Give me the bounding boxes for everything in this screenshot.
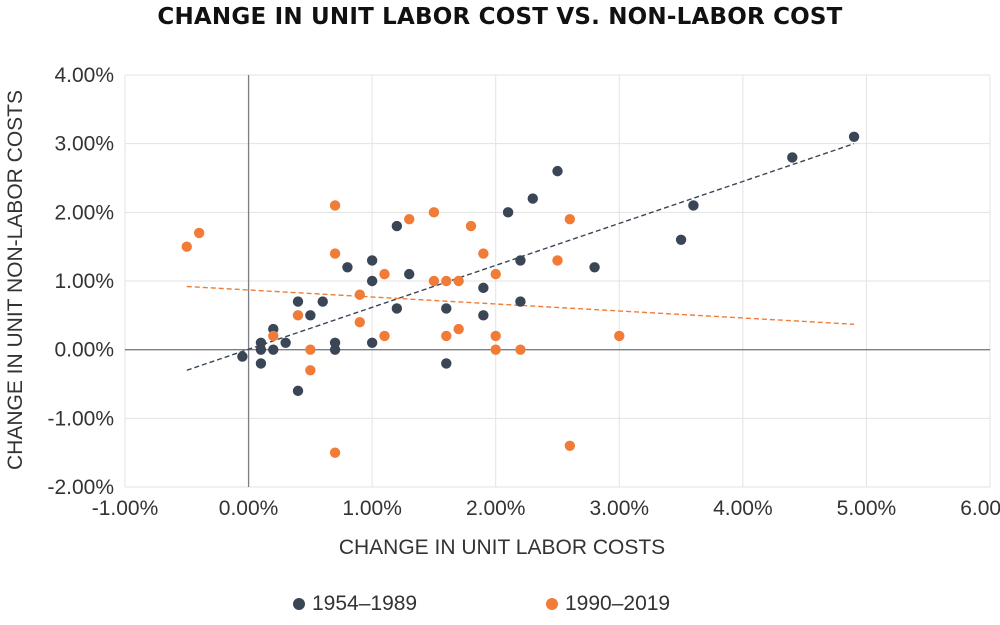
data-point-series-2	[478, 248, 489, 259]
y-tick-label: 1.00%	[54, 270, 114, 293]
data-point-series-1	[478, 282, 489, 294]
data-point-series-1	[515, 296, 526, 307]
x-tick-label: -1.00%	[92, 497, 159, 520]
data-point-series-2	[329, 200, 341, 211]
data-point-series-2	[329, 447, 341, 458]
chart-title: CHANGE IN UNIT LABOR COST VS. NON-LABOR …	[157, 4, 843, 30]
data-point-series-2	[292, 310, 304, 321]
data-point-series-1	[391, 220, 403, 232]
data-point-series-1	[688, 200, 699, 211]
data-point-series-1	[317, 296, 328, 307]
trendline-series-2	[186, 285, 855, 325]
data-point-series-2	[441, 330, 452, 342]
data-point-series-2	[490, 268, 501, 280]
data-point-series-1	[404, 268, 415, 280]
x-tick-label: 3.00%	[590, 497, 650, 520]
legend-marker-series-1	[293, 598, 305, 610]
x-axis-title: CHANGE IN UNIT LABOR COSTS	[339, 536, 665, 559]
data-point-series-2	[490, 330, 501, 342]
data-point-series-1	[515, 255, 526, 266]
data-point-series-1	[255, 344, 267, 355]
data-point-series-1	[675, 234, 687, 245]
data-point-series-1	[502, 207, 514, 218]
y-tick-label: 4.00%	[54, 64, 114, 87]
data-point-series-2	[453, 275, 464, 287]
data-point-series-1	[329, 344, 341, 355]
legend: 1954–1989 1990–2019	[0, 592, 1000, 622]
data-point-series-2	[552, 255, 563, 266]
data-point-series-2	[453, 323, 464, 335]
data-point-series-1	[255, 358, 267, 369]
data-point-series-2	[428, 275, 440, 287]
legend-marker-series-2	[546, 598, 558, 610]
x-tick-label: 1.00%	[342, 497, 402, 520]
data-point-series-2	[329, 248, 341, 259]
legend-label-series-2: 1990–2019	[565, 592, 671, 615]
data-point-series-1	[366, 255, 378, 266]
data-point-series-1	[478, 310, 489, 321]
data-point-series-2	[354, 289, 365, 300]
gridlines	[124, 74, 991, 488]
x-tick-label: 2.00%	[466, 497, 526, 520]
data-point-series-2	[354, 317, 365, 328]
legend-item-series-1: 1954–1989	[293, 592, 417, 616]
data-point-series-1	[342, 262, 353, 273]
data-point-series-1	[366, 275, 378, 287]
data-point-series-2	[305, 344, 316, 355]
y-tick-label: -1.00%	[47, 407, 114, 430]
data-point-series-1	[589, 262, 600, 273]
x-tick-label: 6.00%	[960, 497, 1000, 520]
data-point-series-1	[305, 310, 316, 321]
data-point-series-2	[268, 330, 279, 342]
data-point-series-1	[552, 165, 563, 177]
data-point-series-1	[848, 131, 860, 142]
data-point-series-1	[292, 385, 304, 397]
tick-labels: -1.00% 0.00% 1.00% 2.00% 3.00% 4.00% 5.00% 6.00…	[47, 64, 1000, 520]
data-point-series-1	[268, 344, 279, 355]
data-points	[181, 131, 860, 458]
data-point-series-1	[391, 303, 403, 314]
y-axis-title: CHANGE IN UNIT NON-LABOR COSTS	[4, 90, 27, 470]
data-point-series-1	[292, 296, 304, 307]
data-point-series-1	[527, 193, 538, 204]
legend-item-series-2: 1990–2019	[546, 592, 670, 616]
data-point-series-1	[441, 358, 452, 369]
data-point-series-1	[280, 337, 291, 348]
data-point-series-2	[441, 275, 452, 287]
data-point-series-1	[237, 351, 248, 362]
data-point-series-2	[428, 207, 440, 218]
y-tick-label: 2.00%	[54, 201, 114, 224]
data-point-series-2	[193, 227, 205, 239]
data-point-series-2	[564, 214, 576, 225]
data-point-series-2	[465, 220, 477, 232]
legend-label-series-1: 1954–1989	[312, 592, 418, 615]
x-tick-label: 5.00%	[837, 497, 897, 520]
scatter-plot: -1.00% 0.00% 1.00% 2.00% 3.00% 4.00% 5.00% 6.00…	[4, 64, 1000, 559]
data-point-series-2	[564, 440, 576, 451]
data-point-series-2	[305, 365, 316, 376]
x-tick-label: 0.00%	[219, 497, 279, 520]
data-point-series-2	[404, 214, 415, 225]
y-tick-label: -2.00%	[47, 476, 114, 499]
data-point-series-1	[441, 303, 452, 314]
data-point-series-2	[490, 344, 501, 355]
y-tick-label: 3.00%	[54, 133, 114, 156]
y-tick-label: 0.00%	[54, 339, 114, 362]
data-point-series-2	[181, 241, 192, 252]
data-point-series-2	[614, 330, 625, 342]
data-point-series-2	[379, 268, 390, 280]
data-point-series-1	[366, 337, 378, 348]
data-point-series-1	[787, 152, 798, 163]
data-point-series-2	[379, 330, 390, 342]
x-tick-label: 4.00%	[713, 497, 773, 520]
data-point-series-2	[515, 344, 526, 355]
